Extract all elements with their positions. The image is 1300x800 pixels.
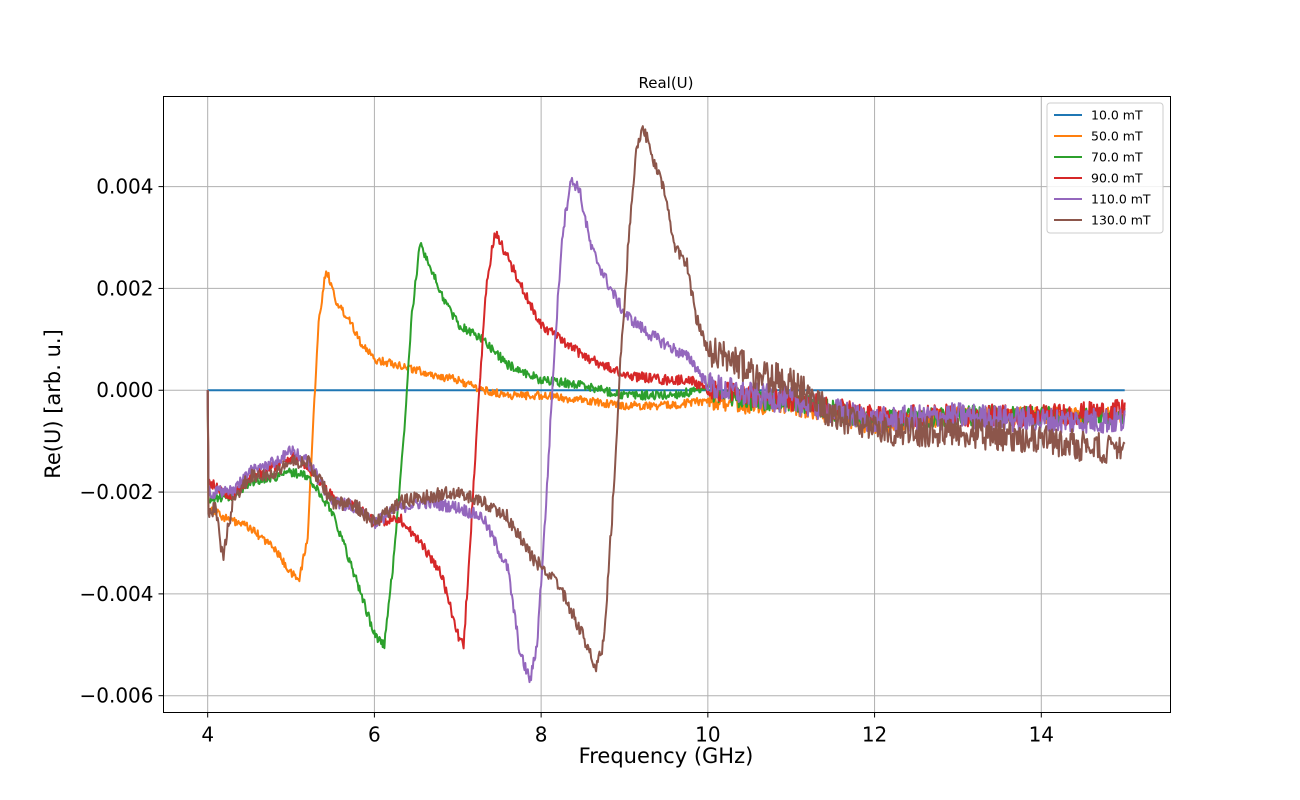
legend-label: 10.0 mT bbox=[1091, 108, 1143, 123]
y-tick-label: 0.004 bbox=[96, 175, 153, 199]
x-tick-label: 12 bbox=[862, 723, 887, 747]
legend-label: 110.0 mT bbox=[1091, 192, 1151, 207]
x-tick-label: 10 bbox=[695, 723, 720, 747]
y-tick-label: 0.000 bbox=[96, 378, 153, 402]
plot-frame bbox=[163, 96, 1171, 713]
y-axis: −0.006 −0.004 −0.002 0.000 0.002 0.004 bbox=[79, 175, 164, 708]
x-axis: 4 6 8 10 12 14 bbox=[201, 712, 1054, 747]
y-tick-label: 0.002 bbox=[96, 276, 153, 300]
series-layer bbox=[206, 125, 1126, 684]
y-axis-label: Re(U) [arb. u.] bbox=[41, 329, 65, 479]
y-tick-label: −0.006 bbox=[79, 684, 153, 708]
series-line-1300mT bbox=[206, 125, 1126, 673]
legend-label: 50.0 mT bbox=[1091, 129, 1143, 144]
legend-label: 70.0 mT bbox=[1091, 150, 1143, 165]
legend: 10.0 mT 50.0 mT 70.0 mT 90.0 mT 110.0 mT 130.… bbox=[1046, 102, 1164, 234]
y-tick-label: −0.004 bbox=[79, 582, 153, 606]
legend-label: 90.0 mT bbox=[1091, 171, 1143, 186]
y-tick-label: −0.002 bbox=[79, 480, 153, 504]
chart-title: Real(U) bbox=[638, 74, 693, 92]
x-axis-label: Frequency (GHz) bbox=[579, 744, 754, 768]
x-tick-label: 6 bbox=[368, 723, 381, 747]
x-tick-label: 8 bbox=[535, 723, 548, 747]
x-tick-label: 14 bbox=[1029, 723, 1054, 747]
x-tick-label: 4 bbox=[201, 723, 214, 747]
legend-label: 130.0 mT bbox=[1091, 213, 1151, 228]
